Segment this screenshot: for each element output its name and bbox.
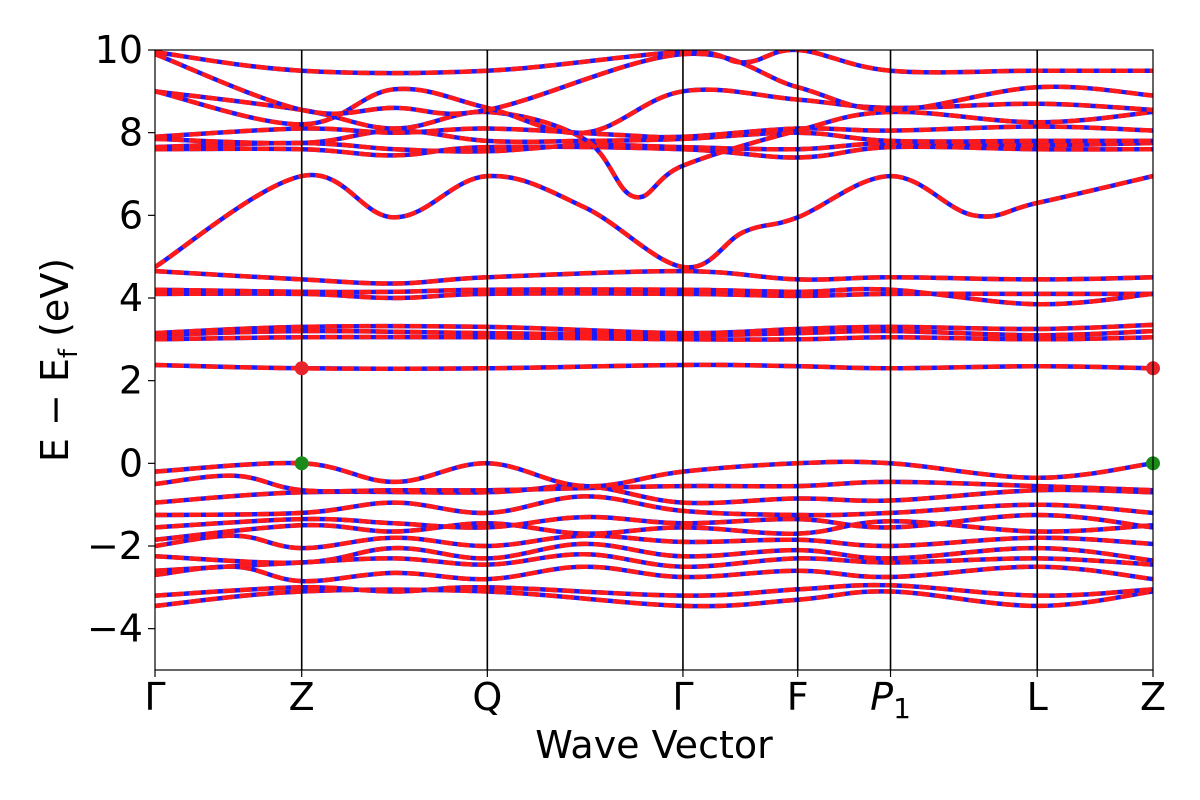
- band-line-dashed: [155, 518, 1153, 543]
- y-tick-label: 4: [119, 276, 143, 320]
- y-axis-label-main: E − E: [33, 358, 77, 462]
- band-line-dashed: [155, 512, 1153, 530]
- band-8: [155, 512, 1153, 530]
- band-line-dashed: [155, 552, 1153, 574]
- band-13: [155, 362, 1153, 371]
- kpoint-lines: [300, 50, 1039, 670]
- x-tick-label: Z: [1140, 675, 1166, 719]
- band-line-dashed: [155, 128, 1153, 146]
- y-tick-label: 6: [119, 193, 143, 237]
- y-tick-label: 10: [95, 28, 143, 72]
- x-tick-label: Q: [472, 675, 502, 719]
- band-line-dashed: [155, 334, 1153, 342]
- plot-frame: [154, 49, 1154, 671]
- band-line-dashed: [155, 50, 1153, 76]
- band-line-dashed: [155, 473, 1153, 494]
- band-3: [155, 564, 1153, 584]
- band-edge-marker: [294, 361, 309, 376]
- band-25: [155, 89, 1153, 200]
- x-axis-label: Wave Vector: [535, 723, 773, 767]
- band-line-dashed: [155, 541, 1153, 565]
- x-tick-label: Γ: [672, 675, 693, 719]
- y-tick-label: 2: [119, 359, 143, 403]
- band-line-dashed: [155, 322, 1153, 336]
- band-22: [155, 140, 1153, 154]
- band-18: [155, 286, 1153, 307]
- band-12: [155, 459, 1153, 489]
- y-axis-label-subscript: f: [54, 348, 84, 358]
- x-tick-label: L: [1027, 675, 1048, 719]
- band-line-dashed: [155, 587, 1153, 609]
- band-line-dashed: [155, 124, 1153, 140]
- band-23: [155, 128, 1153, 146]
- band-14: [155, 334, 1153, 342]
- band-line-dashed: [155, 172, 1153, 270]
- band-line-dashed: [155, 51, 1153, 116]
- markers-layer: [294, 361, 1160, 471]
- band-line-dashed: [155, 564, 1153, 584]
- band-5: [155, 541, 1153, 565]
- y-tick-label: −2: [87, 524, 143, 568]
- band-line-dashed: [155, 362, 1153, 371]
- band-24: [155, 124, 1153, 140]
- x-tick-label: P1: [870, 675, 911, 725]
- x-tick-label: Γ: [144, 675, 165, 719]
- band-line-dashed: [155, 89, 1153, 200]
- band-16: [155, 322, 1153, 336]
- band-11: [155, 473, 1153, 494]
- x-tick-label: F: [787, 675, 809, 719]
- band-line-dashed: [155, 140, 1153, 154]
- band-20: [155, 172, 1153, 270]
- y-tick-label: −4: [87, 607, 143, 651]
- band-19: [155, 268, 1153, 286]
- band-7: [155, 518, 1153, 543]
- band-4: [155, 552, 1153, 574]
- band-edge-marker: [294, 456, 309, 471]
- band-28: [155, 50, 1153, 76]
- y-axis-label: E − Ef (eV): [33, 258, 84, 462]
- y-axis-ticks: −4 −2 0 2 4 6 8 10: [87, 28, 155, 651]
- band-6: [155, 533, 1153, 551]
- band-9: [155, 494, 1153, 518]
- y-tick-label: 0: [119, 441, 143, 485]
- band-line-dashed: [155, 494, 1153, 518]
- band-27: [155, 51, 1153, 116]
- y-tick-label: 8: [119, 111, 143, 155]
- x-axis-ticks: Γ Z Q Γ F P1 L Z: [144, 670, 1166, 725]
- band-line-dashed: [155, 459, 1153, 489]
- band-1: [155, 587, 1153, 609]
- band-line-dashed: [155, 533, 1153, 551]
- bands-layer: [155, 50, 1153, 609]
- band-17: [155, 291, 1153, 301]
- x-tick-label: Z: [289, 675, 315, 719]
- y-axis-label-unit: (eV): [33, 258, 77, 349]
